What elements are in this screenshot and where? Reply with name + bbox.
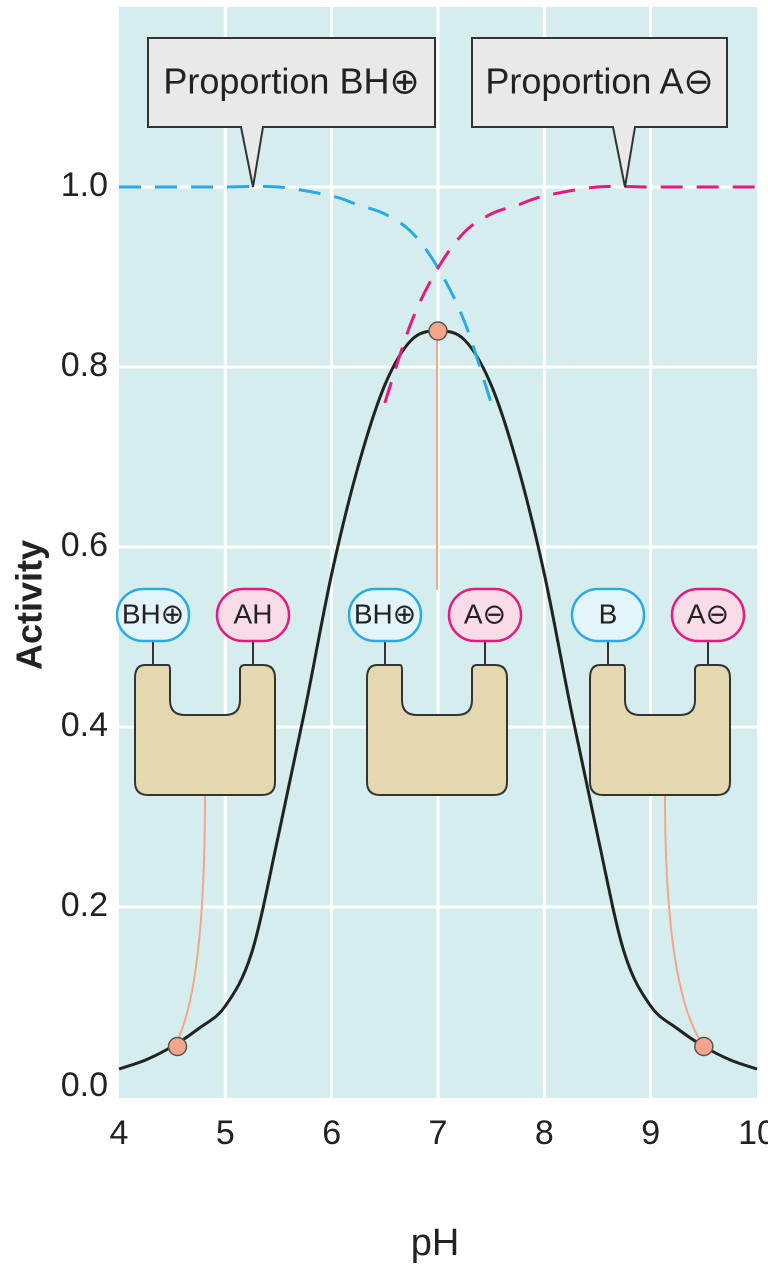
y-tick-label: 1.0	[61, 166, 108, 204]
x-tick-label: 8	[535, 1114, 554, 1152]
data-point	[695, 1038, 713, 1056]
x-tick-label: 9	[641, 1114, 660, 1152]
x-tick-label: 7	[429, 1114, 448, 1152]
y-tick-label: 0.0	[61, 1066, 108, 1104]
x-tick-label: 10	[738, 1114, 768, 1152]
y-tick-label: 0.2	[61, 886, 108, 924]
x-tick-label: 4	[110, 1114, 129, 1152]
y-axis-label: Activity	[9, 540, 50, 670]
y-tick-label: 0.4	[61, 706, 108, 744]
group-label: AH	[234, 598, 273, 629]
group-label: A⊖	[687, 598, 729, 629]
data-point	[168, 1038, 186, 1056]
group-label: BH⊕	[122, 598, 184, 629]
x-tick-label: 5	[216, 1114, 235, 1152]
callout-text: Proportion A⊖	[485, 61, 713, 102]
group-label: B	[599, 598, 618, 629]
callout-text: Proportion BH⊕	[163, 61, 419, 102]
data-point	[429, 322, 447, 340]
x-axis-label: pH	[411, 1222, 460, 1264]
group-label: BH⊕	[354, 598, 416, 629]
y-tick-label: 0.8	[61, 346, 108, 384]
x-tick-label: 6	[322, 1114, 341, 1152]
group-label: A⊖	[464, 598, 506, 629]
chart: BH⊕ AH BH⊕ A⊖ B A⊖ Proportion BH⊕ Proportion A…	[0, 0, 768, 1274]
y-tick-label: 0.6	[61, 526, 108, 564]
